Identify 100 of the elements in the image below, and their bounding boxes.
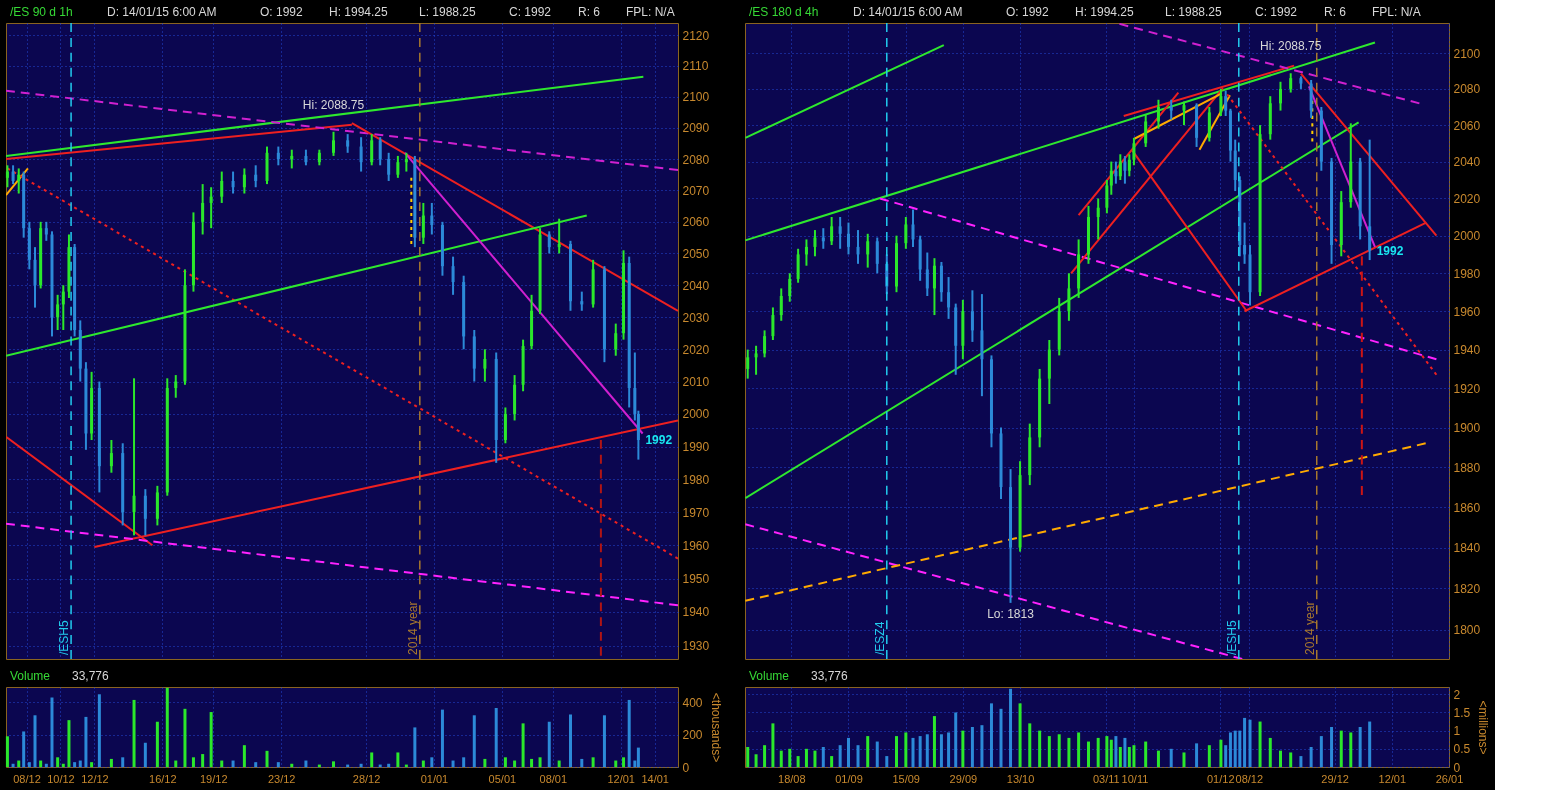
y-tick-label: 2030 [682,310,710,325]
text: C: 1992 [1255,5,1298,19]
text: 33,776 [811,669,849,683]
y-tick-label: 2090 [682,121,710,136]
x-tick-label: 10/12 [47,772,75,785]
y-tick-label: 2010 [682,375,710,390]
ref-line-label: 2014 year [1302,601,1317,655]
y-tick-label: 1940 [1453,343,1481,358]
y-tick-label: 2020 [682,342,710,357]
y-tick-label: 1900 [1453,421,1481,436]
annotation: 1992 [1376,243,1404,258]
y-axis-title: <millions> [1476,700,1491,755]
x-tick-label: 08/01 [539,772,568,785]
x-tick-label: 23/12 [267,772,296,785]
x-tick-label: 16/12 [149,772,177,785]
y-tick-label: 2070 [682,183,710,198]
y-tick-label: 1820 [1453,581,1481,596]
chart-title: /ES 90 d 1h [10,5,73,19]
y-tick-label: 2080 [1453,82,1481,97]
text: R: 6 [1324,5,1347,19]
x-tick-label: 15/09 [892,772,920,785]
x-tick-label: 10/11 [1121,772,1149,785]
text: FPL: N/A [626,5,675,19]
y-tick-label: 2060 [682,215,710,230]
y-tick-label: 1960 [1453,304,1481,319]
y-tick-label: 1980 [682,472,710,487]
y-tick-label: 1860 [1453,500,1481,515]
y-tick-label: 0 [1453,760,1461,775]
x-tick-label: 29/12 [1321,772,1349,785]
x-tick-label: 13/10 [1006,772,1035,785]
chart-title: Volume [749,669,790,683]
annotation: Hi: 2088.75 [1260,39,1322,54]
ref-line-label: /ESZ4 [872,621,887,655]
text: L: 1988.25 [419,5,477,19]
x-tick-label: 12/12 [81,772,109,785]
y-tick-label: 0.5 [1453,742,1471,757]
y-tick-label: 2120 [682,28,710,43]
y-tick-label: 2080 [682,152,710,167]
y-tick-label: 2050 [682,246,710,261]
ref-line-label: /ESH5 [1224,619,1239,655]
x-tick-label: 29/09 [949,772,978,785]
y-tick-label: 2100 [682,90,710,105]
x-tick-label: 08/12 [13,772,41,785]
text: D: 14/01/15 6:00 AM [107,5,217,19]
text: O: 1992 [260,5,304,19]
y-tick-label: 0 [682,760,690,775]
y-tick-label: 2060 [1453,118,1481,133]
text: L: 1988.25 [1165,5,1223,19]
y-tick-label: 2110 [682,59,709,74]
chart-title: /ES 180 d 4h [749,5,819,19]
x-tick-label: 03/11 [1092,772,1120,785]
y-tick-label: 1840 [1453,541,1481,556]
y-tick-label: 1800 [1453,623,1481,638]
ref-line-label: /ESH5 [57,619,72,655]
annotation: Lo: 1813 [987,606,1035,621]
x-tick-label: 12/01 [607,772,635,785]
x-tick-label: 01/12 [1206,772,1235,785]
y-axis-title: <thousands> [708,692,723,763]
text: 33,776 [72,669,110,683]
y-tick-label: 1940 [682,605,710,620]
chart-title: Volume [10,669,51,683]
y-tick-label: 1980 [1453,266,1481,281]
y-tick-label: 2100 [1453,46,1481,61]
y-tick-label: 1970 [682,505,710,520]
ref-line-label: 2014 year [405,601,420,655]
y-tick-label: 2040 [682,278,710,293]
y-tick-label: 2040 [1453,155,1481,170]
x-tick-label: 01/01 [420,772,449,785]
text: R: 6 [578,5,601,19]
text: D: 14/01/15 6:00 AM [853,5,963,19]
annotation: 1992 [645,433,673,448]
text: H: 1994.25 [329,5,389,19]
text: O: 1992 [1006,5,1050,19]
annotation: Hi: 2088.75 [302,97,365,112]
y-tick-label: 1960 [682,538,710,553]
x-tick-label: 18/08 [778,772,806,785]
text: C: 1992 [509,5,552,19]
y-tick-label: 1930 [682,639,710,654]
y-tick-label: 2020 [1453,191,1481,206]
y-tick-label: 1.5 [1453,705,1471,720]
x-tick-label: 12/01 [1378,772,1407,785]
y-tick-label: 2 [1453,687,1461,702]
y-tick-label: 2000 [682,407,710,422]
x-tick-label: 26/01 [1435,772,1464,785]
y-tick-label: 200 [682,728,703,743]
y-tick-label: 1920 [1453,381,1481,396]
text: H: 1994.25 [1075,5,1135,19]
y-tick-label: 1 [1453,724,1461,739]
y-tick-label: 1990 [682,440,710,455]
text: FPL: N/A [1372,5,1421,19]
y-tick-label: 1950 [682,572,710,587]
y-tick-label: 400 [682,695,703,710]
y-tick-label: 1880 [1453,460,1481,475]
x-tick-label: 19/12 [199,772,228,785]
x-tick-label: 08/12 [1235,772,1264,785]
x-tick-label: 05/01 [488,772,517,785]
x-tick-label: 28/12 [352,772,381,785]
x-tick-label: 14/01 [641,772,669,785]
x-tick-label: 01/09 [835,772,863,785]
y-tick-label: 2000 [1453,229,1481,244]
